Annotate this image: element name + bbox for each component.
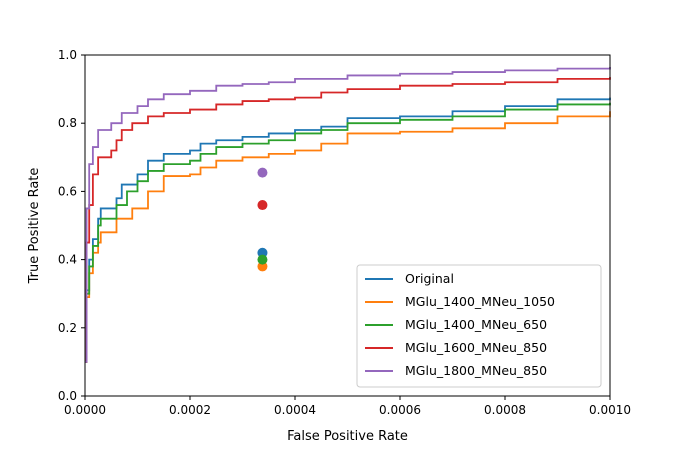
y-tick-label: 0.6 xyxy=(58,184,77,198)
marker-mglu-1600-mneu-850 xyxy=(257,200,268,211)
legend-label-mglu-1600-mneu-850: MGlu_1600_MNeu_850 xyxy=(405,340,547,355)
x-tick-label: 0.0008 xyxy=(484,403,526,417)
legend-label-mglu-1800-mneu-850: MGlu_1800_MNeu_850 xyxy=(405,363,547,378)
x-tick-label: 0.0002 xyxy=(169,403,211,417)
y-tick-label: 0.2 xyxy=(58,321,77,335)
x-axis-label: False Positive Rate xyxy=(287,429,408,444)
y-tick-label: 1.0 xyxy=(58,48,77,62)
operating-point-markers xyxy=(257,167,268,272)
x-tick-label: 0.0006 xyxy=(379,403,421,417)
y-tick-label: 0.4 xyxy=(58,253,77,267)
series-lines xyxy=(85,66,611,363)
series-line-mglu-1400-mneu-650 xyxy=(85,102,611,363)
legend-box xyxy=(356,264,602,388)
y-tick-label: 0.8 xyxy=(58,116,77,130)
x-tick-label: 0.0010 xyxy=(589,403,631,417)
legend-label-mglu-1400-mneu-1050: MGlu_1400_MNeu_1050 xyxy=(405,294,555,309)
series-line-mglu-1400-mneu-1050 xyxy=(85,111,611,363)
x-tick-label: 0.0000 xyxy=(64,403,106,417)
y-axis-label: True Positive Rate xyxy=(27,168,42,285)
x-axis-ticks: 0.0000 0.0002 0.0004 0.0006 0.0008 0.0010 xyxy=(64,396,631,417)
marker-mglu-1400-mneu-650 xyxy=(257,254,268,265)
legend: Original MGlu_1400_MNeu_1050 MGlu_1400_MNe… xyxy=(356,264,602,388)
legend-label-original: Original xyxy=(405,271,454,286)
x-tick-label: 0.0004 xyxy=(274,403,316,417)
plot-frame xyxy=(84,54,611,397)
y-tick-label: 0.0 xyxy=(58,389,77,403)
series-line-mglu-1600-mneu-850 xyxy=(85,77,611,363)
legend-label-mglu-1400-mneu-650: MGlu_1400_MNeu_650 xyxy=(405,317,547,332)
marker-mglu-1800-mneu-850 xyxy=(257,167,268,178)
series-line-mglu-1800-mneu-850 xyxy=(85,66,611,363)
y-axis-ticks: 0.0 0.2 0.4 0.6 0.8 1.0 xyxy=(58,48,85,403)
